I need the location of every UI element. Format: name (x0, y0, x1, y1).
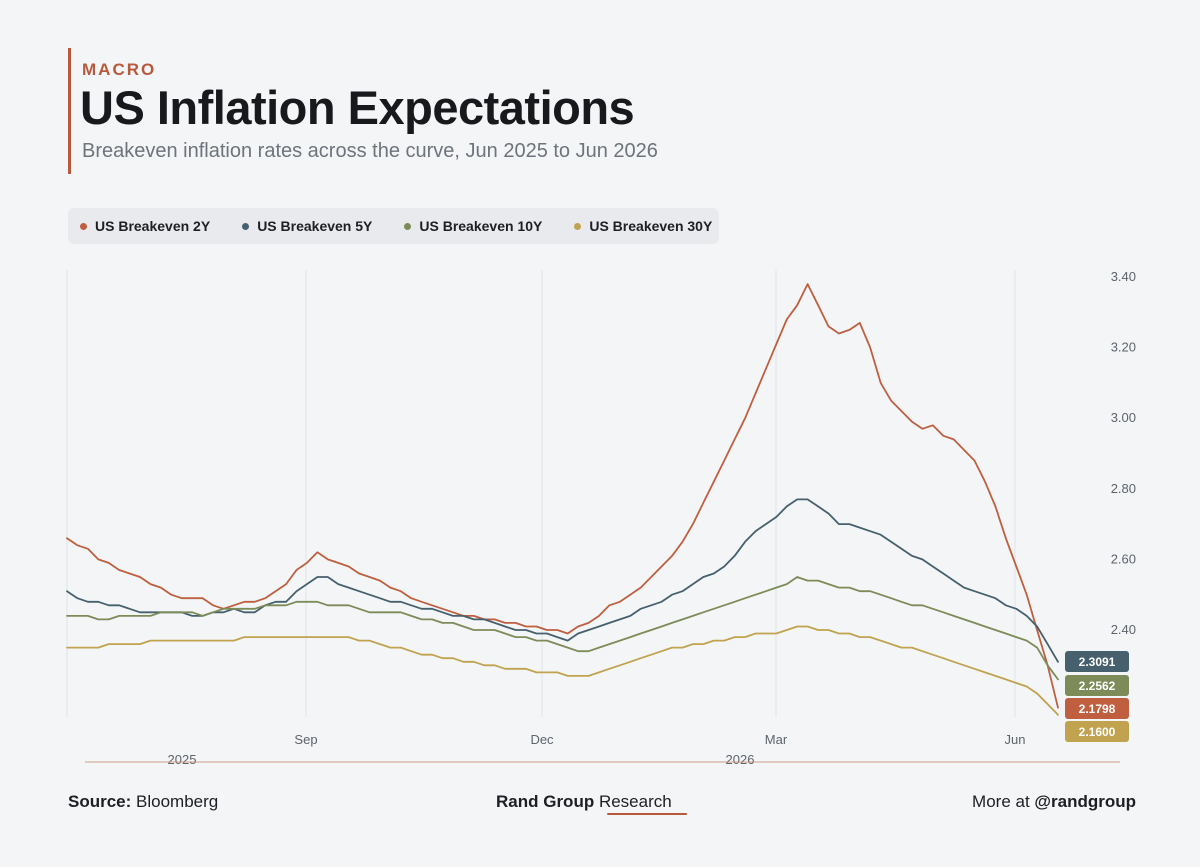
y-tick-label: 3.00 (1111, 410, 1136, 425)
y-tick-label: 2.80 (1111, 481, 1136, 496)
brand-light: Research (598, 792, 672, 811)
x-tick-label: Jun (1005, 732, 1026, 747)
page-title: US Inflation Expectations (80, 81, 635, 134)
more-label: More at (972, 792, 1030, 811)
series-line-2 (66, 576, 1059, 681)
legend-dot-2y (80, 222, 87, 230)
legend-label-2y: US Breakeven 2Y (95, 218, 211, 234)
page-subtitle: Breakeven inflation rates across the cur… (82, 140, 658, 162)
kicker: MACRO (82, 60, 157, 79)
x-tick-label: Dec (530, 732, 554, 747)
chart-legend: US Breakeven 2Y US Breakeven 5Y US Break… (68, 208, 719, 244)
more-at: More at @randgroup (972, 792, 1136, 812)
source-value: Bloomberg (136, 792, 219, 811)
x-tick-label: Mar (765, 732, 788, 747)
brand-bold: Rand Group (496, 792, 595, 811)
series-line-0 (66, 283, 1059, 709)
brand-wordmark: Rand Group Research (496, 792, 672, 812)
legend-item-30y[interactable]: US Breakeven 30Y (574, 218, 712, 234)
last-value-label: 2.1798 (1079, 702, 1116, 716)
y-tick-label: 3.20 (1111, 340, 1136, 355)
legend-dot-30y (574, 222, 582, 230)
source-note: Source: Bloomberg (68, 792, 218, 812)
more-handle[interactable]: @randgroup (1034, 792, 1136, 811)
legend-label-30y: US Breakeven 30Y (589, 218, 713, 234)
y-tick-label: 2.40 (1111, 622, 1136, 637)
legend-item-5y[interactable]: US Breakeven 5Y (242, 218, 372, 234)
legend-dot-10y (404, 222, 412, 230)
brand-underline (607, 813, 687, 815)
y-tick-label: 2.60 (1111, 551, 1136, 566)
last-value-label: 2.2562 (1079, 679, 1116, 693)
source-label: Source: (68, 792, 132, 811)
last-value-label: 2.3091 (1079, 655, 1116, 669)
series-line-1 (66, 498, 1059, 663)
legend-dot-5y (242, 222, 250, 230)
last-value-badge (1065, 698, 1129, 719)
series-line-3 (66, 625, 1059, 716)
year-label: 2026 (726, 752, 755, 767)
year-label: 2025 (168, 752, 197, 767)
x-tick-label: Sep (294, 732, 317, 747)
legend-item-2y[interactable]: US Breakeven 2Y (80, 218, 210, 234)
last-value-badge (1065, 721, 1129, 742)
last-value-badge (1065, 651, 1129, 672)
last-value-badge (1065, 675, 1129, 696)
last-value-label: 2.1600 (1079, 725, 1116, 739)
legend-label-5y: US Breakeven 5Y (257, 218, 373, 234)
legend-item-10y[interactable]: US Breakeven 10Y (404, 218, 542, 234)
y-tick-label: 3.40 (1111, 269, 1136, 284)
accent-bar (68, 48, 71, 174)
legend-label-10y: US Breakeven 10Y (419, 218, 543, 234)
